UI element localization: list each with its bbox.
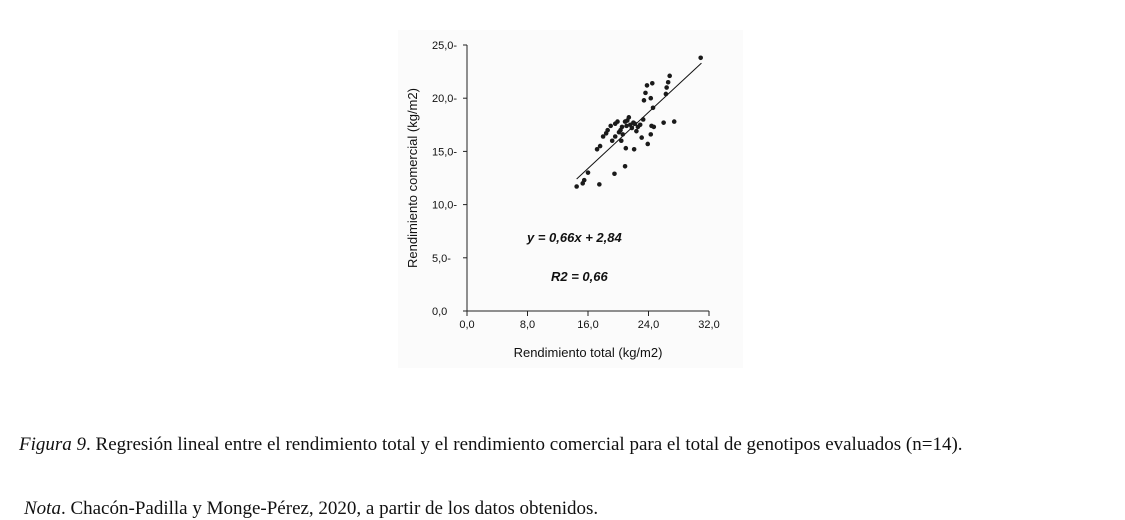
data-point [698, 55, 703, 61]
x-tick-label: 32,0 [698, 319, 719, 331]
data-point [651, 124, 657, 130]
data-point [649, 81, 655, 86]
data-point [664, 85, 669, 90]
y-tick-label: 10,0- [432, 200, 457, 212]
data-point [637, 122, 643, 128]
y-tick-label: 0,0 [432, 306, 447, 318]
data-point [644, 83, 650, 88]
x-tick-label: 16,0 [577, 319, 598, 331]
data-point [585, 170, 591, 175]
data-point [639, 135, 644, 140]
x-tick-label: 24,0 [638, 319, 659, 331]
scatter-chart: 0,0 8,0 16,0 24,0 32,0 0,0 5,0- 10,0- 15,0- 20,0-… [405, 40, 720, 360]
x-axis-label: Rendimiento total (kg/m2) [514, 345, 663, 360]
data-point [580, 181, 586, 186]
data-point [641, 98, 647, 103]
figure-panel: 0,0 8,0 16,0 24,0 32,0 0,0 5,0- 10,0- 15,0- 20,0-… [398, 30, 743, 368]
data-point [648, 95, 654, 101]
note-text: . Chacón-Padilla y Monge-Pérez, 2020, a … [60, 498, 599, 519]
data-point [624, 123, 629, 129]
trendline [576, 62, 702, 180]
data-point [612, 134, 618, 139]
r-squared-label: R2 = 0,66 [551, 269, 609, 284]
y-tick-label: 25,0- [432, 40, 457, 52]
x-tick-label: 8,0 [520, 319, 535, 331]
data-point [648, 132, 654, 137]
data-point [629, 125, 635, 131]
figure-label: Figura 9 [19, 434, 87, 455]
data-point [645, 141, 651, 147]
data-point [597, 182, 602, 187]
data-point [605, 127, 610, 133]
figure-note: Nota. Chacón-Padilla y Monge-Pérez, 2020… [24, 497, 1114, 520]
data-point [594, 146, 600, 152]
data-point [671, 119, 677, 124]
note-label: Nota [24, 498, 61, 519]
data-point [663, 91, 669, 97]
y-tick-label: 20,0- [432, 93, 457, 105]
data-point [643, 90, 648, 96]
data-point [623, 145, 629, 151]
data-point [618, 138, 624, 144]
data-point [650, 105, 656, 111]
y-tick-label: 5,0- [432, 253, 451, 265]
data-point [609, 138, 615, 144]
data-point [574, 184, 579, 189]
data-point [612, 171, 617, 177]
data-point [661, 120, 666, 125]
data-point [608, 123, 613, 129]
data-point [615, 119, 620, 124]
data-point [665, 79, 671, 85]
data-point [622, 163, 628, 169]
data-point [632, 121, 638, 127]
data-point [634, 128, 639, 134]
figure-caption: Figura 9. Regresión lineal entre el rend… [19, 433, 1109, 456]
data-point [631, 146, 637, 152]
data-point [667, 73, 672, 79]
x-tick-label: 0,0 [459, 319, 474, 331]
data-point [597, 143, 603, 149]
y-axis-label: Rendimiento comercial (kg/m2) [405, 88, 420, 268]
data-point [619, 124, 625, 130]
figure-caption-text: . Regresión lineal entre el rendimiento … [86, 434, 963, 455]
data-point [620, 132, 626, 137]
data-point [600, 134, 606, 139]
y-tick-label: 15,0- [432, 146, 457, 158]
data-point [626, 115, 632, 120]
regression-equation: y = 0,66x + 2,84 [526, 230, 622, 245]
data-point [640, 117, 646, 122]
